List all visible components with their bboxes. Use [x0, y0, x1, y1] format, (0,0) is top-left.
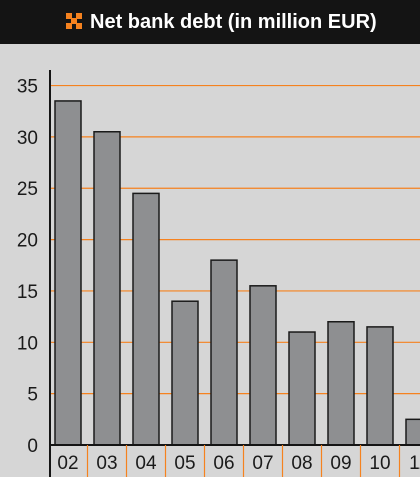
x-tick-label: 09 — [330, 453, 351, 474]
x-tick-label: 05 — [174, 453, 195, 474]
bar — [327, 321, 355, 446]
x-tick-label: 10 — [369, 453, 390, 474]
chart-title: Net bank debt (in million EUR) — [90, 11, 377, 33]
bar — [54, 100, 82, 446]
y-tick-label: 10 — [17, 333, 38, 354]
bar — [132, 192, 160, 446]
x-tick-label: 04 — [135, 453, 157, 474]
bar — [171, 300, 199, 446]
y-tick-label: 25 — [17, 179, 38, 200]
y-tick-label: 35 — [17, 77, 38, 98]
x-tick-label: 02 — [57, 453, 78, 474]
bar — [249, 285, 277, 446]
x-tick-label: 03 — [96, 453, 117, 474]
bar-chart: 051015202530350203040506070809101112 — [17, 70, 420, 477]
bar — [405, 418, 420, 446]
y-tick-label: 15 — [17, 282, 38, 303]
bar — [288, 331, 316, 446]
square-bullet-icon — [66, 13, 82, 29]
bar — [366, 326, 394, 446]
y-tick-label: 20 — [17, 231, 38, 252]
y-tick-label: 30 — [17, 128, 38, 149]
x-tick-label: 07 — [252, 453, 273, 474]
x-tick-label: 08 — [291, 453, 312, 474]
y-tick-label: 0 — [27, 436, 38, 457]
x-tick-label: 06 — [213, 453, 234, 474]
bar — [93, 131, 121, 446]
x-tick-label: 11 — [409, 453, 420, 474]
bar — [210, 259, 238, 446]
y-tick-label: 5 — [27, 385, 38, 406]
chart-header: Net bank debt (in million EUR) — [0, 0, 420, 44]
